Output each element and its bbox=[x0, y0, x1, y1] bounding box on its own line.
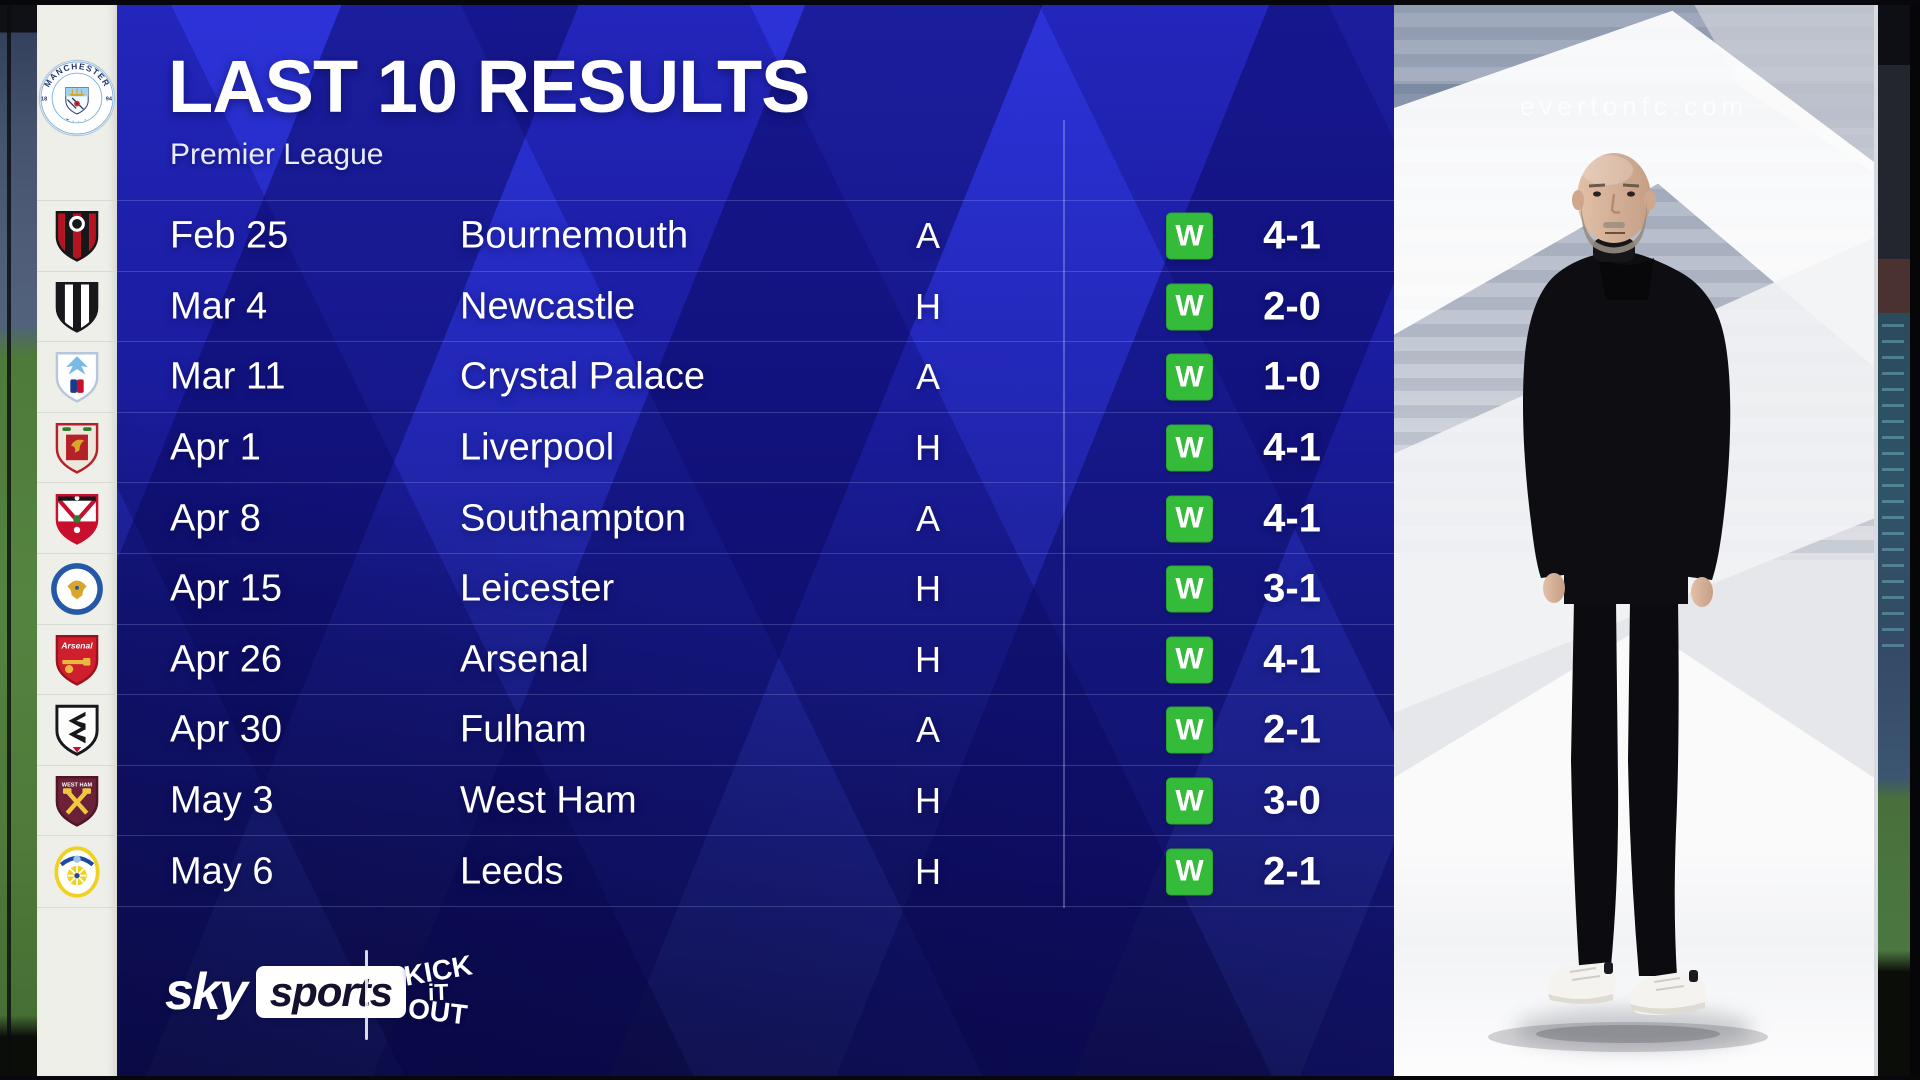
opponent-name: Newcastle bbox=[460, 285, 636, 328]
competition-subtitle: Premier League bbox=[170, 138, 384, 171]
result-row: Apr 30 Fulham A W 2-1 bbox=[117, 694, 1394, 766]
result-outcome-badge: W bbox=[1166, 848, 1213, 896]
opponent-name: Leicester bbox=[460, 567, 615, 610]
match-score: 2-0 bbox=[1263, 284, 1321, 329]
frame-bottom-edge bbox=[0, 1076, 1920, 1080]
result-row: Apr 26 Arsenal H W 4-1 bbox=[117, 623, 1394, 696]
arsenal-badge-icon: Arsenal bbox=[37, 623, 117, 696]
venue-indicator: A bbox=[915, 497, 940, 539]
opponent-name: Fulham bbox=[460, 708, 587, 751]
result-outcome-badge: W bbox=[1166, 424, 1213, 472]
results-panel: LAST 10 RESULTS Premier League Feb 25 Bou… bbox=[117, 0, 1394, 1080]
match-score: 3-0 bbox=[1263, 778, 1321, 823]
sports-logo-text: sports bbox=[269, 968, 393, 1015]
opponent-name: Southampton bbox=[460, 497, 687, 540]
match-date: May 3 bbox=[170, 779, 274, 822]
kick-it-out-logo: KICK iT OUT bbox=[393, 946, 483, 1038]
venue-indicator: H bbox=[915, 427, 941, 469]
leeds-badge-icon bbox=[37, 835, 117, 908]
left-video-strip bbox=[0, 0, 37, 1080]
opponent-name: Bournemouth bbox=[460, 214, 689, 257]
leicester-badge-icon bbox=[37, 553, 117, 625]
page-title: LAST 10 RESULTS bbox=[168, 45, 810, 128]
result-outcome-badge: W bbox=[1166, 777, 1213, 825]
venue-indicator: H bbox=[915, 638, 941, 680]
venue-indicator: H bbox=[915, 850, 941, 892]
match-date: Apr 1 bbox=[170, 426, 261, 469]
result-row: Apr 1 Liverpool H W 4-1 bbox=[117, 411, 1394, 484]
match-score: 2-1 bbox=[1263, 849, 1321, 894]
svg-text:94: 94 bbox=[106, 96, 113, 102]
opponent-name: Leeds bbox=[460, 850, 564, 893]
venue-indicator: A bbox=[915, 215, 940, 257]
frame-top-edge bbox=[0, 0, 1920, 5]
newcastle-badge-icon bbox=[37, 270, 117, 343]
match-date: Mar 11 bbox=[170, 355, 286, 398]
opponent-name: Arsenal bbox=[460, 638, 589, 681]
liverpool-badge-icon bbox=[37, 411, 117, 484]
match-score: 2-1 bbox=[1263, 707, 1321, 752]
sky-sports-logo: sky sports bbox=[165, 962, 407, 1022]
opponent-name: Liverpool bbox=[460, 426, 615, 469]
result-outcome-badge: W bbox=[1166, 565, 1213, 613]
match-score: 3-1 bbox=[1263, 566, 1321, 611]
venue-indicator: H bbox=[915, 285, 941, 327]
bournemouth-badge-icon bbox=[37, 200, 117, 272]
result-row: Mar 11 Crystal Palace A W 1-0 bbox=[117, 341, 1394, 413]
result-outcome-badge: W bbox=[1166, 212, 1213, 260]
match-date: Apr 30 bbox=[170, 708, 282, 751]
match-score: 4-1 bbox=[1263, 425, 1321, 470]
result-row: Apr 15 Leicester H W 3-1 bbox=[117, 553, 1394, 625]
result-outcome-badge: W bbox=[1166, 283, 1213, 331]
svg-text:Arsenal: Arsenal bbox=[60, 640, 93, 650]
results-table: Feb 25 Bournemouth A W 4-1 Mar 4 Newcastle H W 2-… bbox=[117, 200, 1394, 908]
svg-text:18: 18 bbox=[41, 96, 47, 102]
venue-indicator: A bbox=[915, 709, 940, 751]
right-video-strip bbox=[1878, 0, 1910, 1080]
opponent-name: Crystal Palace bbox=[460, 355, 705, 398]
venue-indicator: A bbox=[915, 356, 940, 398]
pep-guardiola-figure bbox=[1488, 153, 1768, 1052]
match-date: Apr 26 bbox=[170, 638, 282, 681]
kick-it-out-text: OUT bbox=[406, 992, 470, 1031]
logo-separator bbox=[365, 950, 368, 1040]
west-ham-badge-icon: WEST HAM bbox=[37, 764, 117, 837]
match-date: Apr 15 bbox=[170, 567, 282, 610]
result-outcome-badge: W bbox=[1166, 353, 1213, 401]
manager-photo-panel: evertonfc.com bbox=[1394, 0, 1874, 1080]
svg-text:WEST HAM: WEST HAM bbox=[62, 782, 93, 788]
match-date: Mar 4 bbox=[170, 285, 268, 328]
right-frame-edge bbox=[1910, 0, 1920, 1080]
manchester-city-badge: MANCHESTER CITY 18 94 bbox=[37, 48, 117, 148]
manchester-city-crest-icon: MANCHESTER CITY 18 94 bbox=[38, 59, 116, 137]
result-row: Feb 25 Bournemouth A W 4-1 bbox=[117, 200, 1394, 272]
venue-indicator: H bbox=[915, 568, 941, 610]
match-score: 4-1 bbox=[1263, 213, 1321, 258]
sky-logo-text: sky bbox=[165, 963, 248, 1021]
panel-edge-highlight bbox=[1874, 0, 1878, 1080]
result-row: Apr 8 Southampton A W 4-1 bbox=[117, 482, 1394, 554]
result-outcome-badge: W bbox=[1166, 706, 1213, 754]
crystal-palace-badge-icon bbox=[37, 341, 117, 413]
result-row: May 3 West Ham H W 3-0 bbox=[117, 764, 1394, 837]
match-date: Feb 25 bbox=[170, 214, 289, 257]
southampton-badge-icon bbox=[37, 482, 117, 554]
sports-logo-box: sports bbox=[255, 966, 407, 1018]
match-score: 4-1 bbox=[1263, 637, 1321, 682]
match-date: May 6 bbox=[170, 850, 274, 893]
floor-reflection bbox=[1514, 1008, 1754, 1050]
match-date: Apr 8 bbox=[170, 497, 261, 540]
result-outcome-badge: W bbox=[1166, 495, 1213, 543]
fulham-badge-icon bbox=[37, 694, 117, 766]
column-divider-line bbox=[1063, 120, 1065, 908]
opponent-name: West Ham bbox=[460, 779, 637, 822]
result-row: May 6 Leeds H W 2-1 bbox=[117, 835, 1394, 907]
result-row: Mar 4 Newcastle H W 2-0 bbox=[117, 270, 1394, 343]
match-score: 4-1 bbox=[1263, 496, 1321, 541]
match-score: 1-0 bbox=[1263, 354, 1321, 399]
result-outcome-badge: W bbox=[1166, 636, 1213, 684]
venue-indicator: H bbox=[915, 780, 941, 822]
